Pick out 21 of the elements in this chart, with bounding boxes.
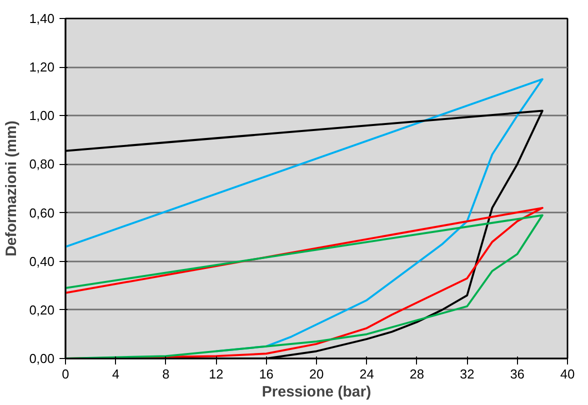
x-tick-label: 4	[112, 366, 120, 382]
x-tick-label: 20	[309, 366, 324, 382]
y-tick-label: 0,40	[29, 254, 55, 269]
x-tick-label: 16	[259, 366, 274, 382]
y-tick-label: 1,20	[29, 60, 55, 75]
x-tick-label: 40	[560, 366, 575, 382]
y-axis-title: Deformazioni (mm)	[3, 120, 20, 256]
x-tick-label: 32	[460, 366, 474, 382]
y-tick-label: 0,80	[29, 156, 55, 172]
y-tick-label: 1,00	[29, 108, 55, 124]
x-tick-label: 28	[410, 366, 424, 382]
y-tick-label: 0,20	[29, 302, 55, 318]
x-tick-label: 24	[359, 366, 374, 382]
x-tick-label: 0	[62, 366, 70, 382]
y-tick-label: 0,00	[29, 351, 55, 366]
y-tick-label: 0,60	[29, 205, 55, 220]
x-tick-label: 36	[510, 366, 525, 382]
x-tick-label: 12	[208, 366, 224, 382]
x-tick-label: 8	[162, 366, 170, 382]
y-tick-label: 1,40	[29, 11, 55, 26]
x-axis-title: Pressione (bar)	[262, 384, 372, 400]
